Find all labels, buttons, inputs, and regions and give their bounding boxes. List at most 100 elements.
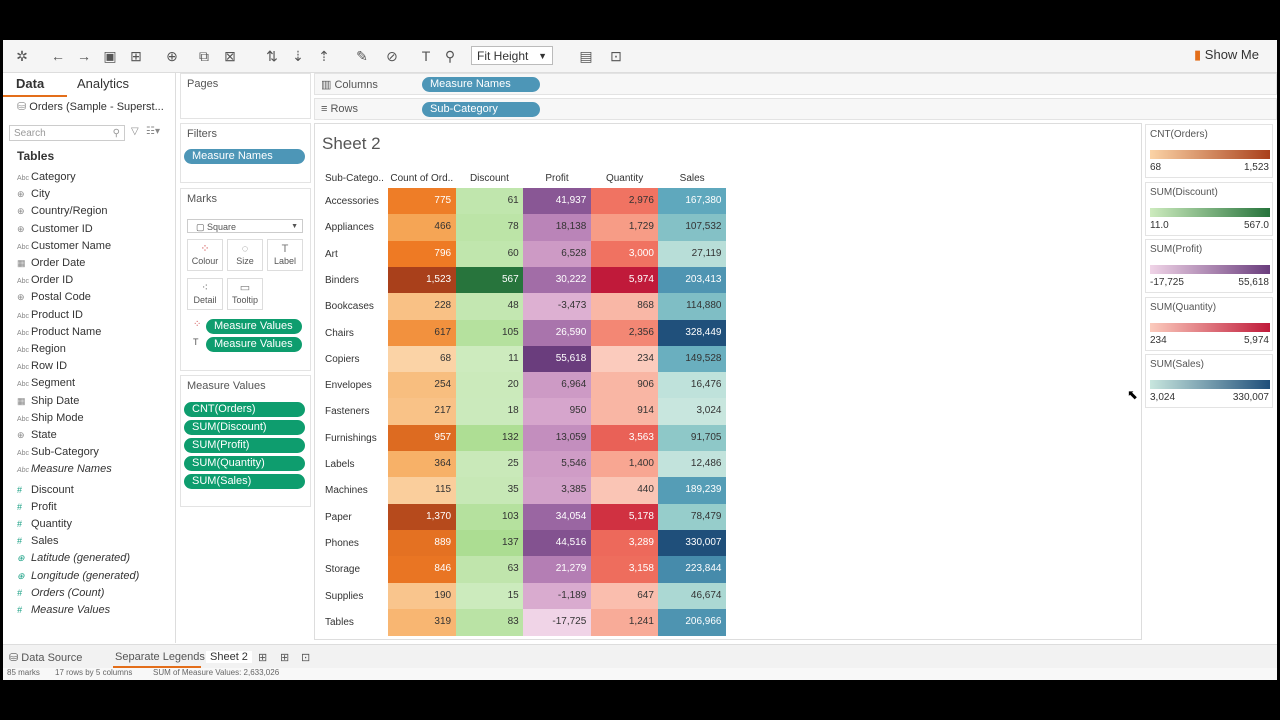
heatmap-cell[interactable]: 914 [590,398,659,426]
clear-sheet-icon[interactable]: ⊠ [224,48,236,64]
row-label[interactable]: Phones [325,537,359,549]
heatmap-cell[interactable]: 27,119 [658,240,727,268]
heatmap-cell[interactable]: 617 [388,319,457,347]
fit-dropdown[interactable]: Fit Height ▼ [471,46,553,65]
heatmap-cell[interactable]: 21,279 [523,556,592,583]
heatmap-cell[interactable]: 20 [455,372,524,399]
heatmap-cell[interactable]: 13,059 [523,424,592,452]
heatmap-cell[interactable]: 206,966 [658,608,727,636]
heatmap-cell[interactable]: 1,400 [590,451,659,478]
sort-descending-icon[interactable]: ⇡ [318,48,330,64]
heatmap-cell[interactable]: 796 [388,240,457,268]
heatmap-cell[interactable]: 846 [388,556,457,583]
heatmap-cell[interactable]: 149,528 [658,345,727,373]
heatmap-cell[interactable]: 78,479 [658,503,727,531]
row-header[interactable]: Sub-Catego.. [325,173,384,184]
field-item[interactable]: Abc Ship Mode [17,410,84,426]
field-item[interactable]: Abc Sub-Category [17,444,99,460]
field-item[interactable]: ▦ Ship Date [17,393,79,409]
field-item[interactable]: # Measure Values [17,602,110,618]
heatmap-cell[interactable]: 906 [590,372,659,399]
colour-button[interactable]: ⁘ Colour [187,239,223,271]
heatmap-cell[interactable]: 114,880 [658,293,727,320]
new-story-icon[interactable]: ⊡ [301,652,311,664]
new-dashboard-icon[interactable]: ⊞ [280,652,290,664]
row-label[interactable]: Furnishings [325,432,377,444]
heatmap-cell[interactable]: 68 [388,345,457,373]
field-item[interactable]: ⊕ Postal Code [17,289,91,305]
undo-icon[interactable]: ← [51,48,65,64]
heatmap-cell[interactable]: 3,024 [658,398,727,426]
highlight-icon[interactable]: ✎ [356,48,368,64]
row-label[interactable]: Storage [325,564,361,576]
tab-data-source[interactable]: ⛁ Data Source [9,651,82,664]
new-worksheet-icon[interactable]: ⊞ [258,652,268,664]
heatmap-cell[interactable]: 328,449 [658,319,727,347]
presentation-icon[interactable]: ⊡ [610,48,622,64]
heatmap-cell[interactable]: 1,370 [388,503,457,531]
heatmap-cell[interactable]: 3,158 [590,556,659,583]
field-item[interactable]: ⊕ Customer ID [17,221,93,237]
heatmap-cell[interactable]: -17,725 [523,608,592,636]
heatmap-cell[interactable]: 319 [388,608,457,636]
field-item[interactable]: ⊕ Country/Region [17,203,107,219]
field-item[interactable]: Abc Order ID [17,272,73,288]
pin-icon[interactable]: ⚲ [444,48,456,64]
field-item[interactable]: ⊕ Longitude (generated) [17,568,139,584]
tab-analytics[interactable]: Analytics [77,76,130,91]
heatmap-cell[interactable]: 25 [455,451,524,478]
heatmap-cell[interactable]: 12,486 [658,451,727,478]
field-item[interactable]: Abc Category [17,169,76,185]
heatmap-cell[interactable]: 103 [455,503,524,531]
heatmap-cell[interactable]: 466 [388,214,457,242]
heatmap-cell[interactable]: 11 [455,345,524,373]
row-label[interactable]: Supplies [325,590,364,602]
heatmap-cell[interactable]: 957 [388,424,457,452]
worksheet-view[interactable]: Sheet 2 Sub-Catego.. Count of Ord.. Disco… [314,123,1142,640]
heatmap-cell[interactable]: 115 [388,477,457,505]
color-legend[interactable]: SUM(Quantity) 234 5,974 [1145,296,1273,351]
heatmap-cell[interactable]: 6,528 [523,240,592,268]
size-button[interactable]: ◌ Size [227,239,263,271]
field-item[interactable]: # Sales [17,533,59,549]
heatmap-cell[interactable]: 234 [590,345,659,373]
field-item[interactable]: Abc Measure Names [17,461,112,477]
field-item[interactable]: Abc Segment [17,375,75,391]
heatmap-cell[interactable]: 132 [455,424,524,452]
redo-icon[interactable]: → [77,48,91,64]
color-legend[interactable]: SUM(Discount) 11.0 567.0 [1145,181,1273,236]
heatmap-cell[interactable]: 5,974 [590,266,659,294]
duplicate-icon[interactable]: ⧉ [199,48,209,64]
field-item[interactable]: # Orders (Count) [17,585,104,601]
sort-ascending-icon[interactable]: ⇣ [292,48,304,64]
heatmap-cell[interactable]: 1,523 [388,266,457,294]
heatmap-cell[interactable]: 5,178 [590,503,659,531]
measure-value-pill[interactable]: SUM(Discount) [184,420,305,435]
heatmap-cell[interactable]: 3,563 [590,424,659,452]
column-header[interactable]: Discount [469,173,509,184]
save-icon[interactable]: ▣ [103,48,117,64]
mark-type-dropdown[interactable]: ▢ Square ▼ [187,219,303,233]
heatmap-cell[interactable]: 83 [455,608,524,636]
row-label[interactable]: Paper [325,511,352,523]
heatmap-cell[interactable]: 868 [590,293,659,320]
heatmap-cell[interactable]: -3,473 [523,293,592,320]
heatmap-cell[interactable]: 91,705 [658,424,727,452]
heatmap-cell[interactable]: 228 [388,293,457,320]
row-label[interactable]: Appliances [325,222,374,234]
heatmap-cell[interactable]: 2,356 [590,319,659,347]
measure-value-pill[interactable]: SUM(Profit) [184,438,305,453]
heatmap-cell[interactable]: 44,516 [523,529,592,557]
field-item[interactable]: ⊕ Latitude (generated) [17,550,130,566]
measure-value-pill[interactable]: CNT(Orders) [184,402,305,417]
heatmap-cell[interactable]: 30,222 [523,266,592,294]
field-item[interactable]: # Discount [17,482,74,498]
field-item[interactable]: ⊕ State [17,427,57,443]
heatmap-cell[interactable]: 223,844 [658,556,727,583]
measure-value-pill[interactable]: SUM(Quantity) [184,456,305,471]
label-button[interactable]: T Label [267,239,303,271]
tab-sheet-2[interactable]: Sheet 2 [206,651,252,663]
heatmap-cell[interactable]: 440 [590,477,659,505]
color-legend[interactable]: CNT(Orders) 68 1,523 [1145,124,1273,178]
heatmap-cell[interactable]: 18,138 [523,214,592,242]
